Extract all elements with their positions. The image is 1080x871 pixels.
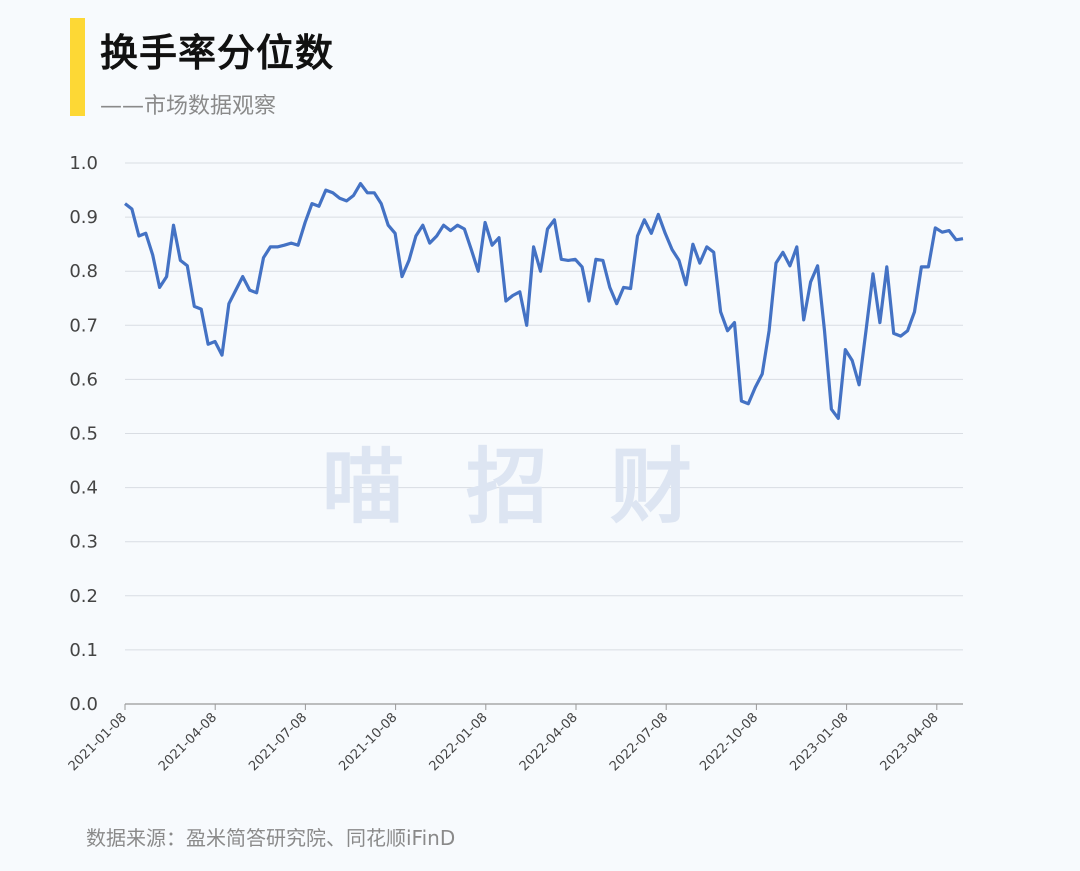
- y-tick-label: 1.0: [69, 153, 98, 174]
- watermark: 喵招财: [322, 440, 755, 535]
- x-tick-label: 2021-04-08: [156, 710, 220, 774]
- x-tick-label: 2022-01-08: [427, 710, 491, 774]
- y-tick-label: 0.8: [69, 261, 98, 282]
- y-axis-ticks: 0.0 0.1 0.2 0.3 0.4 0.5 0.6 0.7 0.8 0.9 1.0: [69, 153, 98, 715]
- y-tick-label: 0.5: [69, 424, 98, 445]
- y-tick-label: 0.2: [69, 586, 98, 607]
- x-tick-label: 2021-10-08: [336, 710, 400, 774]
- chart-title: 换手率分位数: [100, 31, 335, 75]
- data-source-note: 数据来源：盈米简答研究院、同花顺iFinD: [86, 826, 456, 850]
- y-tick-label: 0.3: [69, 532, 98, 553]
- x-tick-label: 2022-04-08: [517, 710, 581, 774]
- x-tick-label: 2023-01-08: [787, 710, 851, 774]
- y-tick-label: 0.7: [69, 315, 98, 336]
- y-tick-label: 0.1: [69, 640, 98, 661]
- chart-subtitle: ——市场数据观察: [100, 94, 277, 119]
- series-line: [124, 182, 964, 420]
- y-tick-label: 0.6: [69, 369, 98, 390]
- x-tick-label: 2022-07-08: [607, 710, 671, 774]
- title-accent-bar: [70, 18, 85, 116]
- x-tick-label: 2021-07-08: [246, 710, 310, 774]
- x-axis-ticks: 2021-01-08 2021-04-08 2021-07-08 2021-10-08…: [66, 704, 942, 774]
- x-tick-label: 2023-04-08: [878, 710, 942, 774]
- y-tick-label: 0.9: [69, 207, 98, 228]
- x-tick-label: 2021-01-08: [66, 710, 130, 774]
- series-group: [124, 182, 964, 420]
- y-tick-label: 0.0: [69, 694, 98, 715]
- x-tick-label: 2022-10-08: [697, 710, 761, 774]
- grid-lines: [125, 162, 963, 651]
- y-tick-label: 0.4: [69, 478, 98, 499]
